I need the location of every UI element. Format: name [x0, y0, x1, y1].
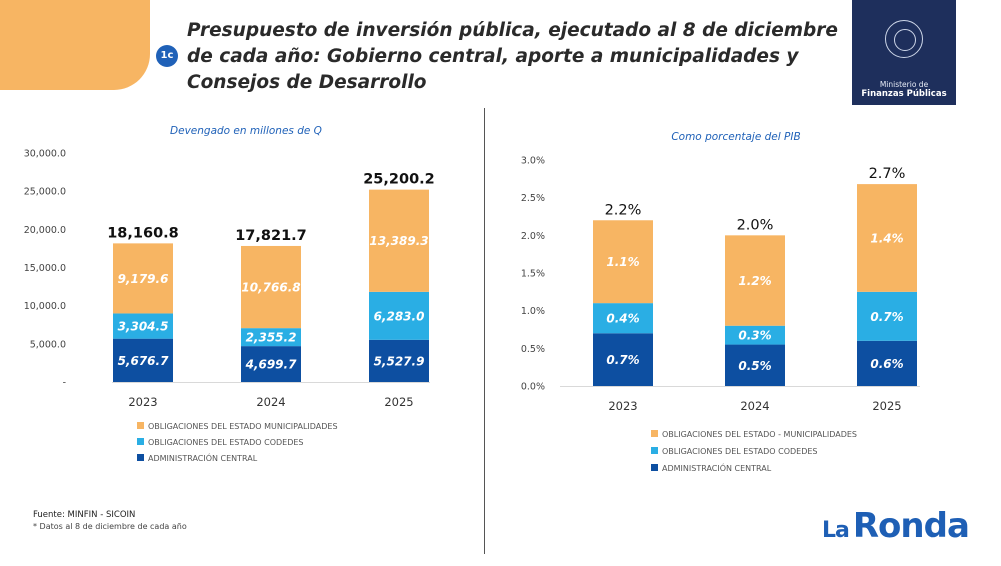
chart-0-ytick: 20,000.0 [24, 225, 66, 236]
chart-1-value-label: 1.1% [606, 255, 639, 269]
chart-1-value-label: 0.3% [738, 329, 771, 343]
section-badge: 1c [156, 45, 178, 67]
chart-0-value-label: 6,283.0 [374, 309, 425, 323]
chart-0-value-label: 13,389.3 [369, 234, 428, 248]
chart-1-value-label: 0.7% [870, 310, 903, 324]
panel-divider [484, 108, 485, 554]
chart-0-bar-codedes-2023 [113, 313, 173, 339]
chart-0-legend-label: OBLIGACIONES DEL ESTADO CODEDES [148, 438, 304, 447]
chart-0-value-label: 10,766.8 [241, 281, 300, 295]
chart-0-value-label: 5,676.7 [118, 354, 170, 368]
chart-1-value-label: 0.5% [738, 359, 771, 373]
chart-1-value-label: 0.6% [870, 357, 903, 371]
chart-1-bar-codedes-2025 [857, 291, 917, 341]
chart-1-bar-municipalidades-2023 [593, 220, 653, 304]
chart-1-legend-swatch [651, 464, 658, 471]
chart-1-ytick: 3.0% [521, 156, 545, 167]
logo-line-1: Ministerio de [879, 80, 929, 89]
chart-0-legend-label: OBLIGACIONES DEL ESTADO MUNICIPALIDADES [148, 422, 338, 431]
brand-logo: La Ronda [822, 506, 970, 546]
chart-0-bar-municipalidades-2023 [113, 243, 173, 314]
chart-1-bar-central-2025 [857, 340, 917, 386]
seal-icon [885, 20, 923, 58]
chart-1-legend-label: OBLIGACIONES DEL ESTADO - MUNICIPALIDADE… [662, 430, 857, 439]
page-title: Presupuesto de inversión pública, ejecut… [187, 20, 838, 93]
chart-0-total-label: 25,200.2 [363, 172, 435, 188]
chart-1-value-label: 0.4% [606, 312, 639, 326]
logo-line-2: Finanzas Públicas [861, 89, 947, 99]
chart-1-ytick: 0.5% [521, 344, 545, 355]
chart-0-total-label: 18,160.8 [107, 225, 179, 241]
chart-1-value-label: 1.4% [870, 231, 903, 245]
chart-1-ytick: 1.0% [521, 306, 545, 317]
chart-0-bar-codedes-2025 [369, 291, 429, 340]
chart-1-legend-swatch [651, 430, 658, 437]
chart-1-ytick: 2.0% [521, 231, 545, 242]
chart-1-category-label: 2025 [872, 399, 901, 413]
chart-0-category-label: 2024 [256, 395, 285, 409]
chart-0-bar-municipalidades-2025 [369, 189, 429, 292]
chart-1-total-label: 2.2% [605, 202, 642, 218]
brand-name: Ronda [852, 506, 970, 546]
chart-0-ytick: 25,000.0 [24, 187, 66, 198]
date-note: * Datos al 8 de diciembre de cada año [33, 522, 187, 531]
chart-1-total-label: 2.7% [869, 166, 906, 182]
chart-0-value-label: 4,699.7 [245, 358, 298, 372]
chart-1-bar-codedes-2023 [593, 303, 653, 334]
chart-0-legend-swatch [137, 438, 144, 445]
chart-0-legend-swatch [137, 422, 144, 429]
chart-0-category-label: 2023 [128, 395, 157, 409]
chart-1-ytick: 1.5% [521, 269, 545, 280]
chart-1-ytick: 0.0% [521, 382, 545, 393]
chart-0-ytick: 30,000.0 [24, 149, 66, 160]
chart-0-bar-codedes-2024 [241, 328, 301, 347]
chart-0-bar-central-2025 [369, 339, 429, 382]
chart-1-legend-label: OBLIGACIONES DEL ESTADO CODEDES [662, 447, 818, 456]
chart-0-total-label: 17,821.7 [235, 228, 307, 244]
chart-1-bar-central-2023 [593, 333, 653, 386]
chart-0-bar-municipalidades-2024 [241, 245, 301, 329]
chart-1-ytick: 2.5% [521, 193, 545, 204]
chart-1-total-label: 2.0% [737, 217, 774, 233]
chart-1-value-label: 1.2% [738, 274, 771, 288]
chart-0-bar-central-2024 [241, 346, 301, 382]
chart-0-title: Devengado en millones de Q [170, 125, 322, 137]
chart-0-ytick: 10,000.0 [24, 301, 66, 312]
ministry-logo: Ministerio de Finanzas Públicas [852, 0, 956, 105]
chart-1-category-label: 2023 [608, 399, 637, 413]
chart-0-value-label: 3,304.5 [118, 320, 169, 334]
chart-0-legend-label: ADMINISTRACIÓN CENTRAL [148, 452, 258, 463]
chart-0-value-label: 9,179.6 [118, 272, 169, 286]
chart-1-bar-municipalidades-2024 [725, 235, 785, 326]
chart-1-value-label: 0.7% [606, 353, 639, 367]
chart-0-ytick: 15,000.0 [24, 263, 66, 274]
chart-0-legend-swatch [137, 454, 144, 461]
source-note: Fuente: MINFIN - SICOIN [33, 510, 136, 520]
chart-0-value-label: 5,527.9 [374, 354, 425, 368]
chart-1-bar-central-2024 [725, 344, 785, 386]
chart-0-ytick: - [63, 378, 66, 389]
chart-1-bar-municipalidades-2025 [857, 184, 917, 292]
corner-decoration [0, 0, 150, 90]
brand-prefix: La [822, 518, 850, 543]
chart-0-bar-central-2023 [113, 338, 173, 382]
chart-1-legend-swatch [651, 447, 658, 454]
chart-1-category-label: 2024 [740, 399, 769, 413]
chart-1-legend-label: ADMINISTRACIÓN CENTRAL [662, 462, 772, 473]
chart-0-value-label: 2,355.2 [246, 331, 297, 345]
chart-0-ytick: 5,000.0 [30, 339, 66, 350]
chart-0-category-label: 2025 [384, 395, 413, 409]
chart-1-bar-codedes-2024 [725, 325, 785, 345]
chart-1-title: Como porcentaje del PIB [671, 131, 800, 143]
